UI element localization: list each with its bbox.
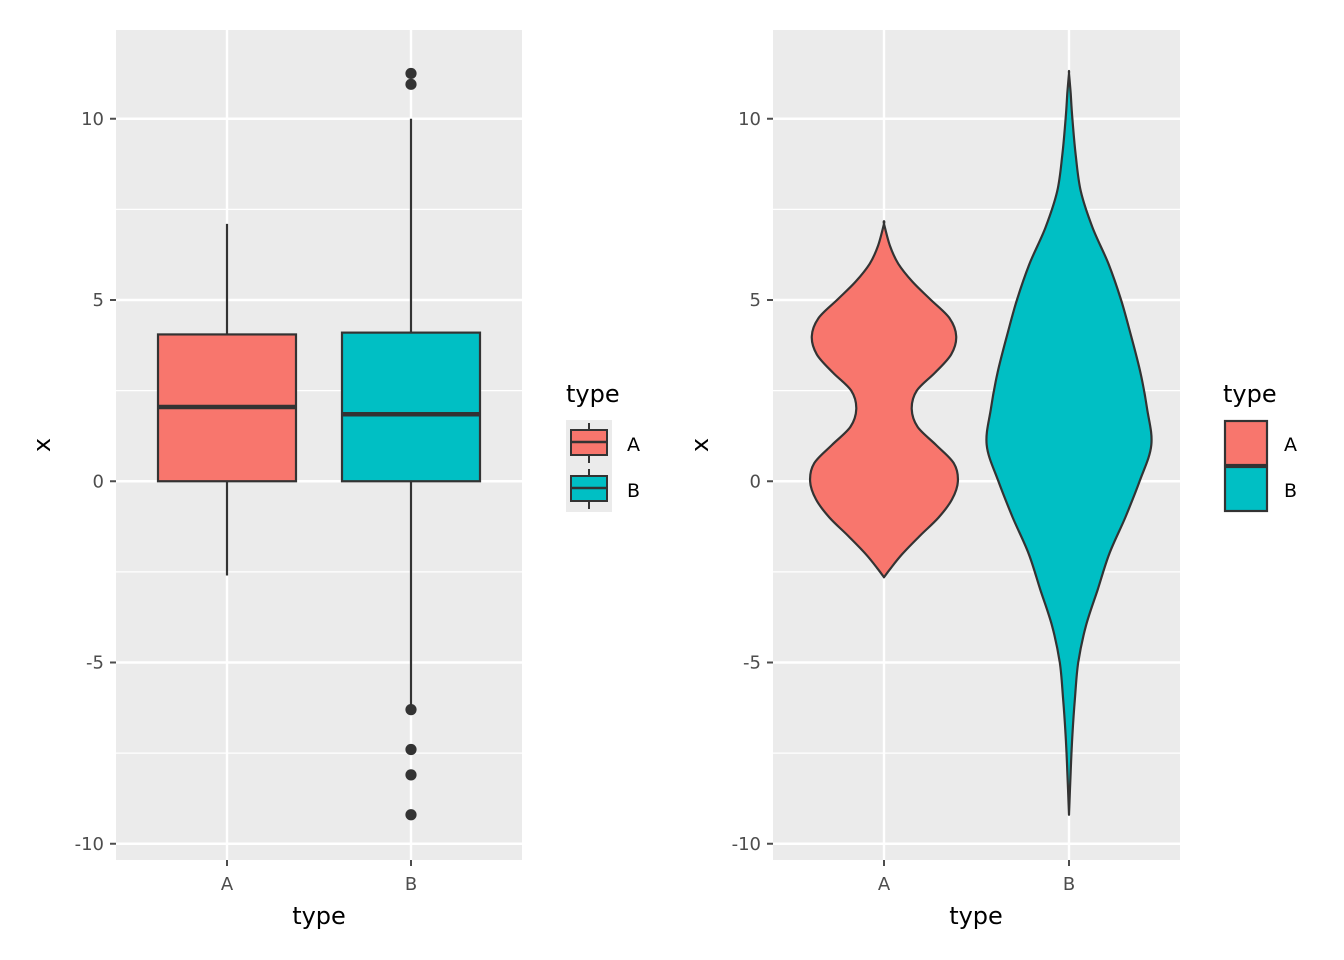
violin-chart: -10 -5 0 5 10 A B type x type A B	[686, 30, 1297, 930]
outlier-point	[405, 809, 417, 821]
violin-a	[808, 220, 960, 579]
boxplot-legend-label-a: A	[627, 434, 640, 456]
violin-x-axis-title: type	[949, 902, 1003, 930]
violin-axes: -10 -5 0 5 10 A B	[732, 109, 1076, 895]
y-tick-label: 10	[81, 109, 104, 130]
boxplot-legend: type A B	[566, 380, 640, 512]
legend-key-a	[1223, 419, 1269, 467]
violin-y-axis-title: x	[686, 438, 714, 452]
violin-legend-label-b: B	[1284, 480, 1297, 502]
outlier-point	[405, 743, 417, 756]
violin-legend-label-a: A	[1284, 434, 1297, 456]
y-tick-label: -5	[86, 653, 104, 674]
boxplot-legend-title: type	[566, 380, 620, 408]
outlier-point	[405, 78, 417, 90]
boxplot-legend-label-b: B	[627, 480, 640, 502]
y-tick-label: 0	[93, 471, 104, 492]
y-tick-label: 5	[750, 290, 761, 311]
outlier-point	[405, 67, 417, 80]
outlier-point	[405, 769, 417, 781]
violin-b	[985, 69, 1153, 816]
boxplot-legend-keys	[566, 420, 612, 512]
boxplot-x-axis-title: type	[292, 902, 346, 930]
violin-legend-keys	[1223, 419, 1269, 513]
box-a	[156, 223, 298, 576]
box-b	[340, 67, 482, 821]
y-tick-label: 0	[750, 471, 761, 492]
y-tick-label: -5	[743, 653, 761, 674]
legend-key-b	[1223, 465, 1269, 513]
violin-legend-title: type	[1223, 380, 1277, 408]
x-tick-label: A	[878, 874, 891, 895]
x-tick-label: B	[1063, 874, 1075, 895]
legend-key-b	[566, 466, 612, 512]
boxplot-y-axis-title: x	[28, 438, 56, 452]
legend-key-a	[566, 420, 612, 466]
y-tick-label: -10	[732, 834, 761, 855]
boxplot-chart: -10 -5 0 5 10 A B type x type A B	[28, 30, 640, 930]
x-tick-label: B	[405, 874, 417, 895]
outlier-point	[405, 704, 417, 716]
y-tick-label: 5	[93, 290, 104, 311]
boxplot-marks	[156, 67, 482, 821]
violin-legend: type A B	[1223, 380, 1297, 513]
boxplot-axes: -10 -5 0 5 10 A B	[75, 109, 418, 895]
x-tick-label: A	[221, 874, 234, 895]
y-tick-label: 10	[738, 109, 761, 130]
y-tick-label: -10	[75, 834, 104, 855]
box-body	[340, 331, 482, 483]
violin-marks	[808, 69, 1153, 816]
